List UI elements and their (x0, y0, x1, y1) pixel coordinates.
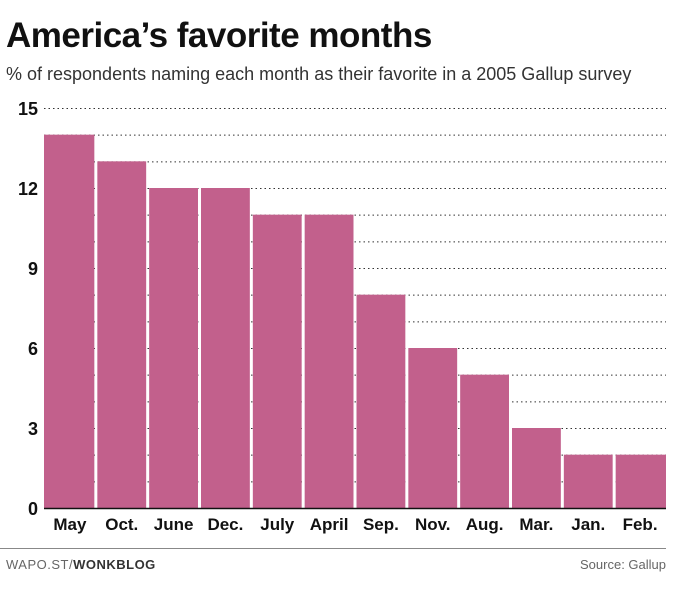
footer-brand: WONKBLOG (73, 557, 156, 572)
footer-source: Source: Gallup (580, 557, 666, 572)
y-tick-label: 15 (18, 99, 38, 119)
y-tick-label: 6 (28, 339, 38, 359)
labels: 0 3 6 9 12 15 May Oct. June Dec. July April Sep. Nov.… (18, 99, 658, 534)
bar-jan (563, 454, 613, 508)
bar-nov (408, 348, 458, 508)
x-tick-label: June (154, 515, 194, 534)
bar-dec (201, 188, 250, 508)
x-tick-label: Jan. (571, 515, 605, 534)
bar-aug (460, 374, 509, 508)
bar-may (44, 134, 95, 508)
x-tick-label: May (53, 515, 87, 534)
x-tick-label: Mar. (519, 515, 553, 534)
bar-july (252, 214, 302, 508)
bar-june (149, 188, 198, 508)
footer-credit: WAPO.ST/WONKBLOG (6, 557, 156, 572)
chart-subtitle: % of respondents naming each month as th… (6, 64, 632, 84)
x-tick-label: Feb. (623, 515, 658, 534)
bar-feb (615, 454, 666, 508)
x-tick-label: Dec. (207, 515, 243, 534)
x-tick-label: Sep. (363, 515, 399, 534)
chart-title: America’s favorite months (6, 16, 432, 55)
x-tick-label: Nov. (415, 515, 451, 534)
x-tick-label: July (260, 515, 295, 534)
gridlines (44, 108, 666, 483)
bar-chart: 0 3 6 9 12 15 May Oct. June Dec. July April Sep. Nov.… (18, 99, 666, 534)
x-tick-label: April (310, 515, 349, 534)
footer-divider (0, 548, 666, 549)
y-tick-label: 0 (28, 499, 38, 519)
bar-april (304, 214, 354, 508)
y-tick-label: 12 (18, 179, 38, 199)
x-tick-label: Oct. (105, 515, 138, 534)
bar-sep (356, 294, 406, 508)
y-tick-label: 3 (28, 419, 38, 439)
bars (44, 134, 666, 509)
footer-prefix: WAPO.ST/ (6, 557, 74, 572)
y-tick-label: 9 (28, 259, 38, 279)
bar-mar (512, 428, 561, 508)
x-tick-label: Aug. (466, 515, 504, 534)
bar-oct (97, 161, 147, 509)
